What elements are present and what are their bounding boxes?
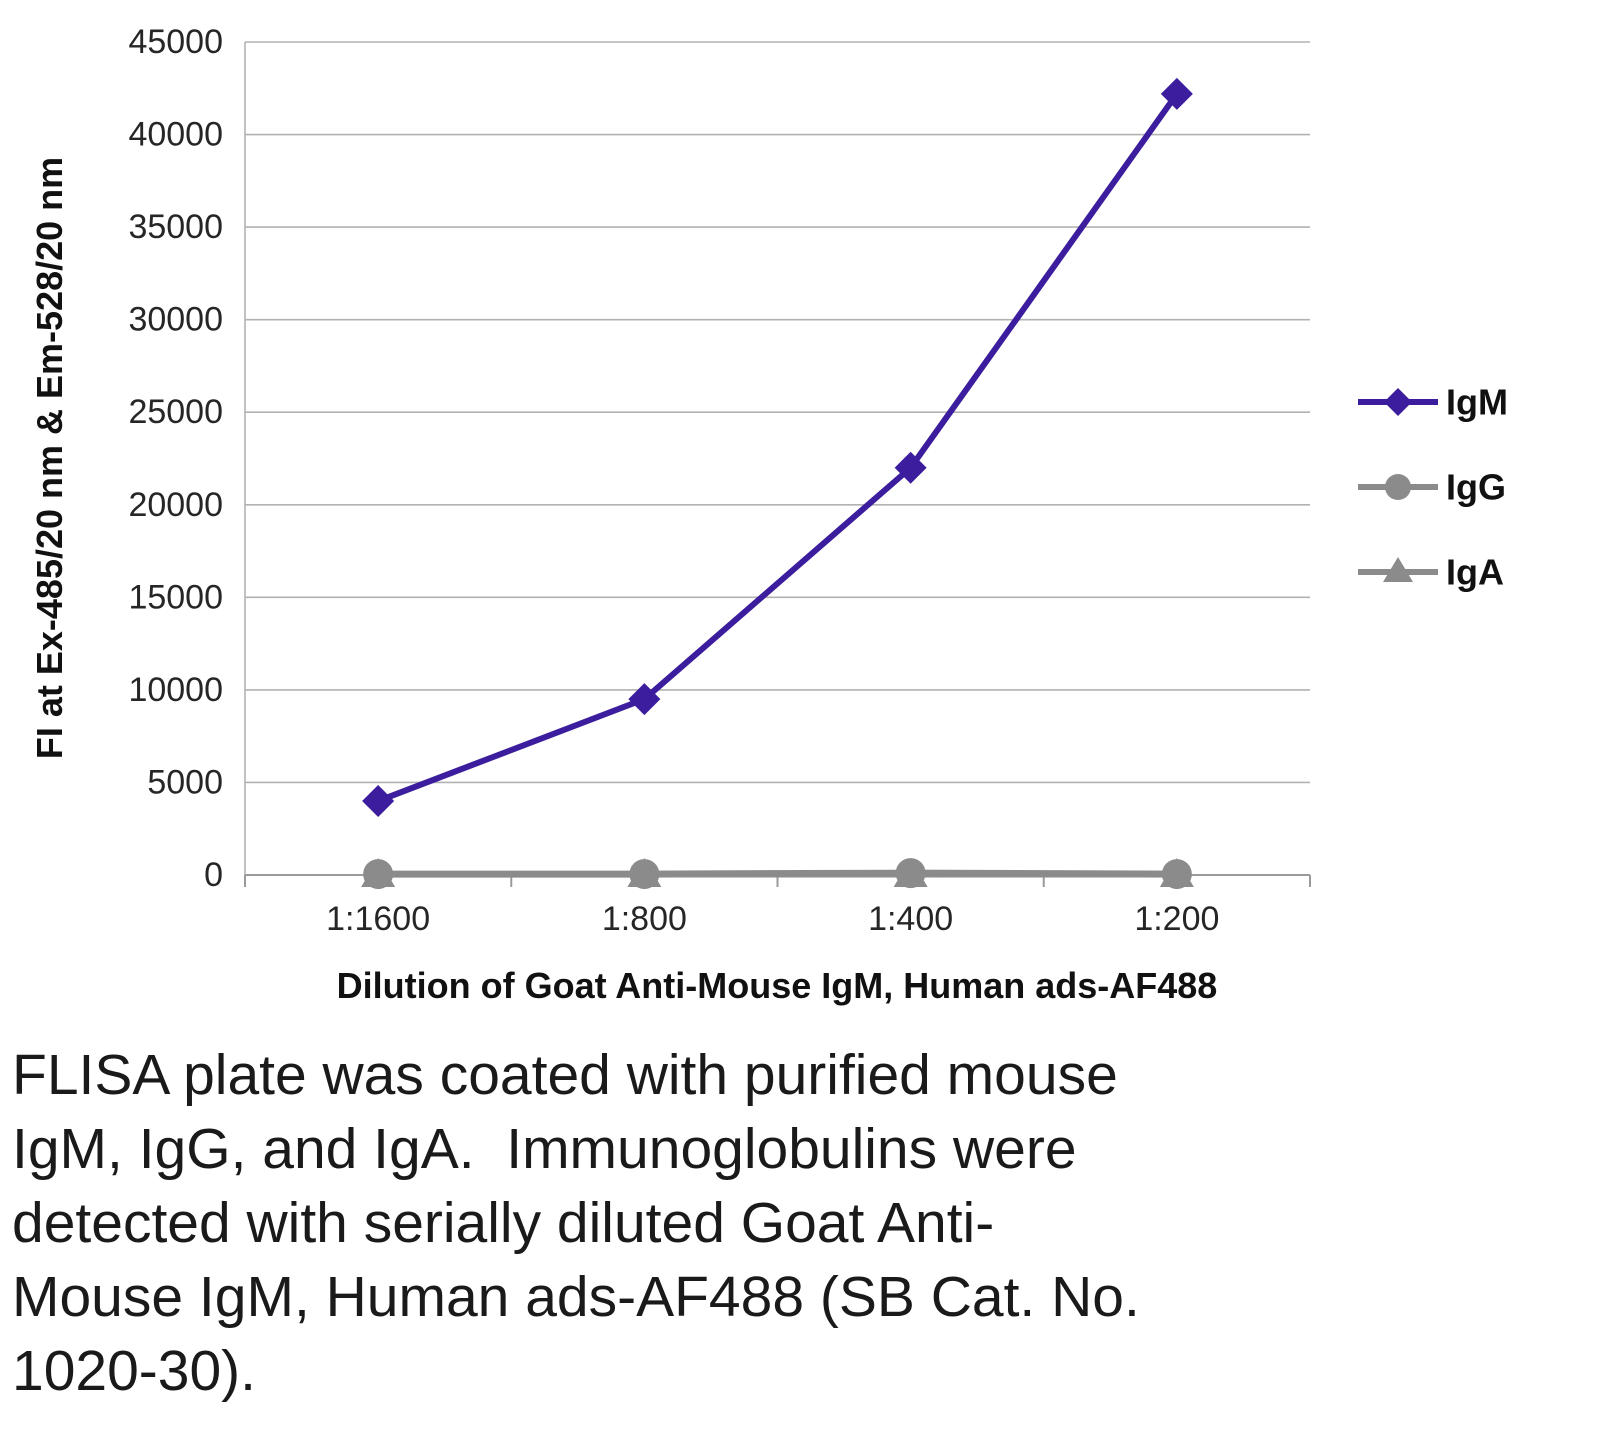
x-axis-title: Dilution of Goat Anti-Mouse IgM, Human a… (337, 965, 1218, 1006)
y-tick-label: 10000 (128, 671, 223, 709)
triangle-marker (1383, 557, 1413, 582)
x-tick-label: 1:800 (602, 900, 687, 938)
circle-marker (629, 859, 660, 890)
legend-item-IgG: IgG (1358, 467, 1506, 508)
y-tick-label: 0 (204, 856, 223, 894)
series-IgM (362, 77, 1193, 817)
y-tick-label: 30000 (128, 301, 223, 339)
y-tick-label: 45000 (128, 23, 223, 61)
y-tick-label: 35000 (128, 208, 223, 246)
circle-marker (1385, 474, 1411, 500)
legend-label: IgA (1446, 552, 1504, 593)
y-tick-label: 40000 (128, 116, 223, 154)
legend-label: IgG (1446, 467, 1506, 508)
series-IgG (363, 858, 1192, 890)
y-tick-label: 20000 (128, 486, 223, 524)
series-line-IgM (377, 92, 1180, 804)
diamond-marker (1384, 388, 1412, 416)
line-chart-area: 0 5000 10000 15000 20000 25000 30000 35000 40000… (29, 23, 1508, 1006)
x-tick-label: 1:400 (868, 900, 953, 938)
y-tick-label: 25000 (128, 393, 223, 431)
diamond-marker (628, 683, 661, 716)
axes (244, 42, 1311, 887)
x-tick-label: 1:200 (1134, 900, 1219, 938)
y-axis-title: FI at Ex-485/20 nm & Em-528/20 nm (29, 157, 70, 759)
chart-legend: IgM IgG IgA (1358, 382, 1508, 593)
diamond-marker (1160, 77, 1193, 110)
circle-marker (895, 858, 926, 889)
y-tick-label: 15000 (128, 578, 223, 616)
circle-marker (1161, 859, 1192, 890)
y-gridlines: 0 5000 10000 15000 20000 25000 30000 35000 40000… (128, 23, 1310, 894)
chart-svg: 0 5000 10000 15000 20000 25000 30000 35000 40000… (29, 23, 1508, 1006)
series-line-IgG (378, 869, 1177, 878)
legend-item-IgA: IgA (1358, 552, 1504, 593)
circle-marker (363, 859, 394, 890)
x-tick-label: 1:1600 (326, 900, 430, 938)
legend-label: IgM (1446, 382, 1508, 423)
y-tick-label: 5000 (147, 763, 223, 801)
x-tick-labels: 1:1600 1:800 1:400 1:200 (326, 900, 1219, 938)
diamond-marker (894, 451, 927, 484)
diamond-marker (362, 784, 395, 817)
legend-item-IgM: IgM (1358, 382, 1508, 423)
figure-caption: FLISA plate was coated with purified mou… (12, 1043, 1140, 1403)
